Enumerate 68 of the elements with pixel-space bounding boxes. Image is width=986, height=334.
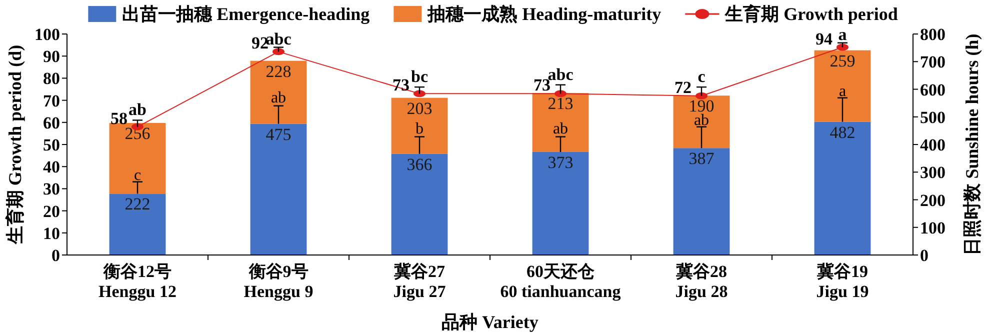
data-label: 72 [674, 78, 692, 97]
bar [532, 152, 589, 255]
y-axis-title: 生育期 Growth period (d) [4, 44, 25, 246]
annotation: ab [694, 112, 710, 129]
annotation: a [838, 83, 846, 100]
legend-label: 生育期 Growth period [724, 3, 898, 24]
x-tick-label: 衡谷12号 Henggu 12 [98, 262, 176, 301]
annotation: bc [411, 67, 428, 86]
annotation: ab [128, 100, 146, 120]
y-tick-label: 10 [43, 224, 60, 243]
data-label: 259 [830, 51, 856, 70]
y-tick-label: 80 [43, 69, 60, 88]
data-label: 203 [406, 98, 432, 118]
legend-label: 抽穗一成熟 Heading-maturity [426, 4, 662, 24]
y2-axis-title: 日照时数 Sunshine hours (h) [962, 34, 982, 256]
y-tick-label: 0 [52, 246, 60, 265]
x-tick-label: 冀谷28 Jigu 28 [675, 262, 728, 301]
y-tick-label: 90 [43, 47, 60, 66]
x-tick-label: 冀谷19 Jigu 19 [816, 262, 869, 301]
y2-tick-label: 100 [920, 218, 946, 238]
y-tick-label: 50 [43, 136, 60, 154]
bar [814, 122, 871, 255]
bar [250, 124, 307, 255]
y-tick-label: 40 [43, 158, 60, 177]
data-label: 373 [548, 152, 574, 172]
y2-tick-label: 200 [920, 190, 946, 210]
bar [391, 154, 448, 255]
data-label: 366 [406, 154, 432, 174]
x-tick-label: 60天还仓 60 tianhuancang [500, 262, 622, 301]
y2-tick-label: 300 [920, 163, 946, 182]
y-tick-label: 20 [43, 202, 60, 221]
data-label: 222 [124, 194, 150, 214]
y-tick-label: 60 [43, 113, 60, 132]
data-label: 228 [266, 62, 292, 81]
legend-label: 出苗一抽穗 Emergence-heading [122, 4, 370, 24]
bar [109, 122, 166, 194]
annotation: c [134, 167, 142, 184]
bar [391, 98, 448, 154]
bar [532, 93, 589, 152]
data-label: 387 [688, 149, 715, 168]
annotation: a [838, 25, 848, 44]
x-tick-label: 冀谷27 Jigu 27 [393, 262, 446, 301]
y-tick-label: 70 [43, 91, 60, 110]
annotation: ab [552, 120, 568, 138]
bar [109, 194, 166, 255]
data-label: 482 [830, 122, 856, 142]
bar [673, 96, 730, 148]
data-label: 94 [816, 29, 833, 48]
annotation: ab [270, 90, 286, 107]
data-label: 475 [266, 124, 292, 144]
annotation: b [416, 120, 424, 138]
y-tick-label: 100 [34, 25, 60, 44]
x-tick-label: 衡谷9号 Henggu 9 [244, 262, 314, 301]
data-label: 58 [110, 108, 128, 128]
bar [814, 50, 871, 122]
y2-tick-label: 600 [920, 80, 946, 100]
y2-tick-label: 400 [920, 136, 946, 154]
y2-tick-label: 500 [920, 108, 946, 127]
bar [673, 148, 730, 255]
data-label: 92 [252, 34, 268, 53]
data-label: 213 [548, 94, 574, 114]
y2-tick-label: 800 [920, 25, 946, 44]
y2-tick-label: 700 [920, 52, 946, 72]
y2-tick-label: 0 [920, 246, 928, 265]
annotation: c [698, 67, 706, 86]
y-tick-label: 30 [43, 180, 60, 199]
x-axis-title: 品种 Variety [442, 312, 538, 332]
bar [250, 60, 307, 124]
